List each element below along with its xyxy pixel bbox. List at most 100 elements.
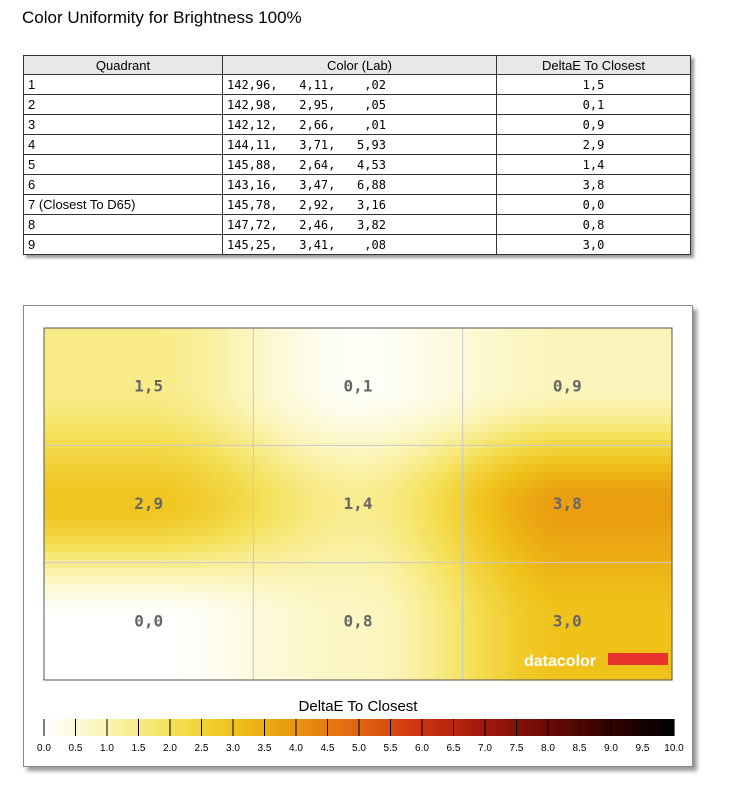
heatmap-sample (556, 672, 565, 681)
heatmap-sample (380, 424, 389, 433)
heatmap-sample (428, 584, 437, 593)
heatmap-sample (588, 528, 597, 537)
colorbar-tick-label: 5.0 (352, 743, 366, 754)
heatmap-sample (252, 488, 261, 497)
heatmap-sample (148, 488, 157, 497)
heatmap-sample (636, 352, 645, 361)
heatmap-sample (412, 480, 421, 489)
heatmap-sample (68, 384, 77, 393)
heatmap-sample (92, 608, 101, 617)
heatmap-sample (540, 552, 549, 561)
heatmap-sample (52, 464, 61, 473)
heatmap-sample (556, 336, 565, 345)
cell-quadrant: 5 (23, 154, 223, 175)
heatmap-sample (316, 656, 325, 665)
heatmap-sample (52, 480, 61, 489)
heatmap-sample (500, 472, 509, 481)
heatmap-sample (636, 488, 645, 497)
heatmap-sample (636, 592, 645, 601)
heatmap-sample (276, 448, 285, 457)
heatmap-sample (52, 512, 61, 521)
heatmap-sample (564, 624, 573, 633)
heatmap-sample (140, 528, 149, 537)
heatmap-sample (180, 496, 189, 505)
heatmap-sample (564, 432, 573, 441)
heatmap-sample (564, 368, 573, 377)
heatmap-sample (364, 632, 373, 641)
heatmap-sample (604, 464, 613, 473)
heatmap-sample (540, 608, 549, 617)
heatmap-sample (244, 640, 253, 649)
heatmap-sample (180, 536, 189, 545)
heatmap-sample (284, 584, 293, 593)
heatmap-sample (164, 584, 173, 593)
heatmap-sample (196, 520, 205, 529)
heatmap-sample (420, 608, 429, 617)
heatmap-sample (236, 648, 245, 657)
heatmap-sample (580, 344, 589, 353)
heatmap-sample (276, 616, 285, 625)
heatmap-sample (412, 600, 421, 609)
heatmap-sample (84, 488, 93, 497)
heatmap-sample (548, 368, 557, 377)
heatmap-sample (212, 664, 221, 673)
heatmap-sample (180, 448, 189, 457)
heatmap-sample (244, 672, 253, 681)
heatmap-sample (484, 616, 493, 625)
heatmap-sample (668, 632, 673, 641)
heatmap-sample (188, 408, 197, 417)
heatmap-sample (356, 448, 365, 457)
heatmap-sample (476, 592, 485, 601)
table-row: 7 (Closest To D65) 145,78, 2,92, 3,16 0,0 (23, 194, 691, 215)
heatmap-sample (452, 416, 461, 425)
heatmap-field (44, 328, 673, 681)
heatmap-sample (644, 416, 653, 425)
heatmap-sample (516, 584, 525, 593)
heatmap-sample (452, 360, 461, 369)
heatmap-sample (388, 408, 397, 417)
heatmap-sample (108, 456, 117, 465)
heatmap-sample (292, 376, 301, 385)
heatmap-sample (628, 560, 637, 569)
heatmap-sample (236, 408, 245, 417)
heatmap-sample (436, 472, 445, 481)
heatmap-sample (196, 568, 205, 577)
heatmap-sample (556, 592, 565, 601)
heatmap-sample (188, 600, 197, 609)
heatmap-sample (276, 656, 285, 665)
heatmap-sample (196, 672, 205, 681)
heatmap-sample (92, 592, 101, 601)
colorbar-segment (663, 719, 670, 736)
heatmap-sample (132, 608, 141, 617)
heatmap-sample (228, 496, 237, 505)
heatmap-sample (484, 552, 493, 561)
colorbar-segment (311, 719, 318, 736)
heatmap-sample (596, 512, 605, 521)
heatmap-sample (548, 624, 557, 633)
heatmap-sample (508, 496, 517, 505)
heatmap-sample (516, 640, 525, 649)
heatmap-sample (636, 376, 645, 385)
heatmap-sample (276, 632, 285, 641)
heatmap-sample (132, 456, 141, 465)
heatmap-sample (52, 392, 61, 401)
heatmap-sample (84, 400, 93, 409)
heatmap-sample (124, 328, 133, 337)
heatmap-sample (540, 640, 549, 649)
heatmap-sample (532, 560, 541, 569)
heatmap-sample (596, 440, 605, 449)
heatmap-sample (156, 480, 165, 489)
heatmap-sample (116, 328, 125, 337)
heatmap-sample (372, 424, 381, 433)
heatmap-sample (492, 560, 501, 569)
heatmap-sample (580, 472, 589, 481)
heatmap-sample (476, 568, 485, 577)
heatmap-sample (636, 496, 645, 505)
heatmap-sample (532, 384, 541, 393)
heatmap-sample (244, 408, 253, 417)
heatmap-sample (356, 344, 365, 353)
heatmap-sample (508, 464, 517, 473)
heatmap-sample (260, 352, 269, 361)
heatmap-sample (588, 512, 597, 521)
heatmap-sample (348, 552, 357, 561)
